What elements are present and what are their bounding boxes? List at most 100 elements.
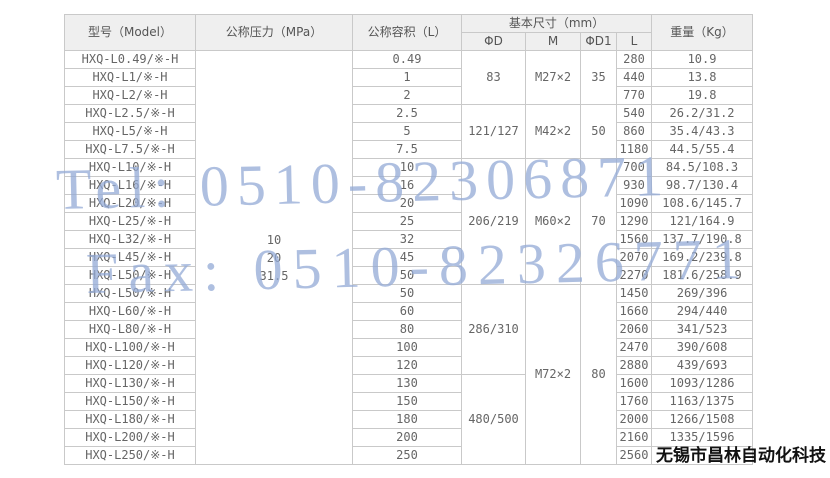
header-l: L [615,32,653,51]
phi-d-cell: 286/310 [461,284,526,375]
phi-d1-cell: 80 [580,284,617,465]
thread-cell: M60×2 [525,158,581,285]
weight-cell: 341/523 [651,320,754,339]
model-cell: HXQ-L150/※-H [64,392,196,411]
table-row: HXQ-L10/※-H 10 206/219 M60×2 70 700 84.5/108.3 [64,158,754,285]
length-cell: 1660 [615,302,653,321]
table-row: HXQ-L50/※-H 50 2270 181.6/258.9 [64,266,754,285]
model-cell: HXQ-L20/※-H [64,194,196,213]
length-cell: 2070 [615,248,653,267]
model-cell: HXQ-L5/※-H [64,122,196,141]
table-row: HXQ-L50/※-H 50 286/310 M72×2 80 1450 269/396 [64,284,754,465]
header-weight: 重量（Kg） [651,14,754,51]
weight-cell: 390/608 [651,338,754,357]
model-cell: HXQ-L45/※-H [64,248,196,267]
weight-cell: 1093/1286 [651,374,754,393]
volume-cell: 0.49 [352,50,462,69]
header-phi-d: ΦD [461,32,526,51]
volume-cell: 7.5 [352,140,462,159]
model-cell: HXQ-L50/※-H [64,284,196,303]
phi-d1-cell: 50 [580,104,617,159]
header-volume: 公称容积（L） [352,14,462,51]
pressure-cell: 10 20 31.5 [195,50,353,465]
length-cell: 1600 [615,374,653,393]
model-cell: HXQ-L1/※-H [64,68,196,87]
length-cell: 2470 [615,338,653,357]
model-cell: HXQ-L200/※-H [64,428,196,447]
volume-cell: 10 [352,158,462,177]
length-cell: 860 [615,122,653,141]
model-cell: HXQ-L250/※-H [64,446,196,465]
table-row: HXQ-L180/※-H 180 2000 1266/1508 [64,410,754,429]
table-row: HXQ-L20/※-H 20 1090 108.6/145.7 [64,194,754,213]
length-cell: 930 [615,176,653,195]
table-row: HXQ-L200/※-H 200 2160 1335/1596 [64,428,754,447]
model-cell: HXQ-L120/※-H [64,356,196,375]
volume-cell: 250 [352,446,462,465]
volume-cell: 50 [352,266,462,285]
header-model: 型号（Model） [64,14,196,51]
length-cell: 1180 [615,140,653,159]
weight-cell: 44.5/55.4 [651,140,754,159]
length-cell: 1090 [615,194,653,213]
table-header: 型号（Model） 公称压力（MPa） 公称容积（L） 基本尺寸（mm） 重量（… [64,14,754,51]
volume-cell: 50 [352,284,462,303]
weight-cell: 169.2/239.8 [651,248,754,267]
weight-cell [651,446,754,465]
thread-cell: M72×2 [525,284,581,465]
volume-cell: 5 [352,122,462,141]
table-row: HXQ-L130/※-H 130 480/500 1600 1093/1286 [64,374,754,465]
phi-d-cell: 121/127 [461,104,526,159]
length-cell: 1560 [615,230,653,249]
table-row: HXQ-L100/※-H 100 2470 390/608 [64,338,754,357]
weight-cell: 1266/1508 [651,410,754,429]
volume-cell: 180 [352,410,462,429]
length-cell: 1760 [615,392,653,411]
weight-cell: 84.5/108.3 [651,158,754,177]
header-m: M [525,32,581,51]
weight-cell: 181.6/258.9 [651,266,754,285]
volume-cell: 20 [352,194,462,213]
length-cell: 2000 [615,410,653,429]
model-cell: HXQ-L60/※-H [64,302,196,321]
model-cell: HXQ-L100/※-H [64,338,196,357]
weight-cell: 26.2/31.2 [651,104,754,123]
table-row: HXQ-L16/※-H 16 930 98.7/130.4 [64,176,754,195]
model-cell: HXQ-L130/※-H [64,374,196,393]
phi-d-cell: 206/219 [461,158,526,285]
weight-cell: 269/396 [651,284,754,303]
spec-table: 型号（Model） 公称压力（MPa） 公称容积（L） 基本尺寸（mm） 重量（… [64,14,754,465]
weight-cell: 98.7/130.4 [651,176,754,195]
table-row: HXQ-L150/※-H 150 1760 1163/1375 [64,392,754,411]
model-cell: HXQ-L25/※-H [64,212,196,231]
weight-cell: 1335/1596 [651,428,754,447]
volume-cell: 2 [352,86,462,105]
table-row: HXQ-L45/※-H 45 2070 169.2/239.8 [64,248,754,267]
model-cell: HXQ-L10/※-H [64,158,196,177]
thread-cell: M27×2 [525,50,581,105]
weight-cell: 10.9 [651,50,754,69]
phi-d-cell: 83 [461,50,526,105]
volume-cell: 1 [352,68,462,87]
volume-cell: 200 [352,428,462,447]
weight-cell: 19.8 [651,86,754,105]
model-cell: HXQ-L50/※-H [64,266,196,285]
weight-cell: 439/693 [651,356,754,375]
table-row: HXQ-L1/※-H 1 440 13.8 [64,68,754,87]
table-row: HXQ-L25/※-H 25 1290 121/164.9 [64,212,754,231]
length-cell: 2880 [615,356,653,375]
phi-d-cell: 480/500 [461,374,526,465]
volume-cell: 45 [352,248,462,267]
table-row: HXQ-L2.5/※-H 2.5 121/127 M42×2 50 540 26.2/31.… [64,104,754,159]
volume-cell: 60 [352,302,462,321]
length-cell: 2060 [615,320,653,339]
weight-cell: 108.6/145.7 [651,194,754,213]
model-cell: HXQ-L32/※-H [64,230,196,249]
table-row: HXQ-L32/※-H 32 1560 137.7/190.8 [64,230,754,249]
length-cell: 770 [615,86,653,105]
length-cell: 700 [615,158,653,177]
header-dimensions: 基本尺寸（mm） [460,14,653,33]
model-cell: HXQ-L180/※-H [64,410,196,429]
length-cell: 1290 [615,212,653,231]
model-cell: HXQ-L16/※-H [64,176,196,195]
